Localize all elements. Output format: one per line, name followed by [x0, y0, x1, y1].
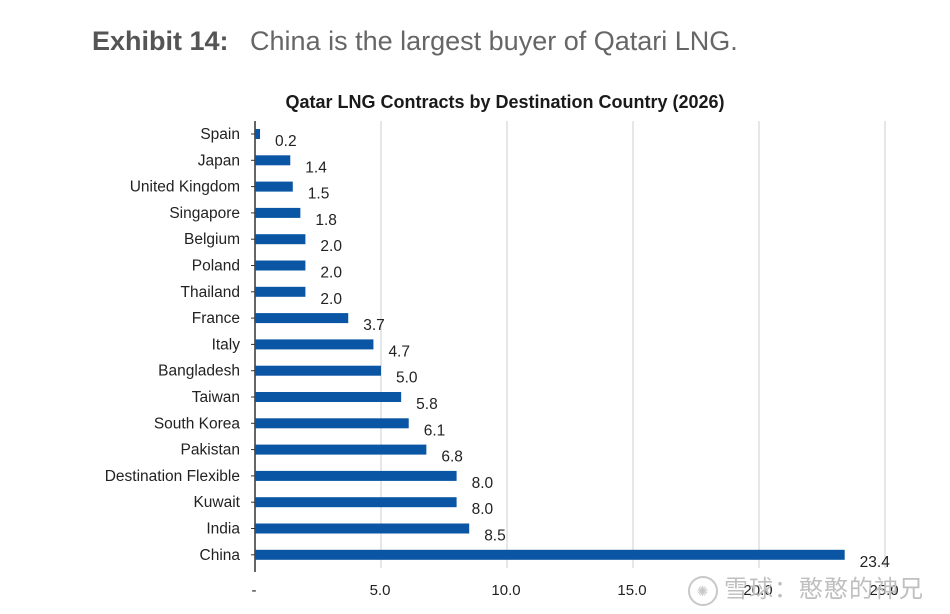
value-label: 4.7	[388, 343, 410, 360]
bar	[255, 339, 374, 350]
value-label: 3.7	[363, 317, 385, 334]
watermark: ✺ 雪球：憨憨的神兄	[688, 569, 924, 606]
category-label: Destination Flexible	[105, 468, 240, 485]
bar	[255, 286, 306, 297]
category-label: Japan	[198, 152, 240, 169]
category-label: Singapore	[169, 205, 240, 222]
category-label: Taiwan	[192, 389, 240, 406]
value-label: 6.1	[424, 422, 446, 439]
value-label: 2.0	[320, 265, 342, 282]
category-label: Thailand	[181, 284, 240, 301]
category-label: India	[206, 521, 240, 538]
value-label: 1.8	[315, 212, 337, 229]
category-label: Poland	[192, 258, 240, 275]
category-label: Spain	[200, 126, 240, 143]
x-tick-label: 15.0	[617, 582, 646, 599]
category-label: Belgium	[184, 231, 240, 248]
x-tick-label: 20.0	[743, 582, 772, 599]
bar	[255, 234, 306, 245]
exhibit-caption: China is the largest buyer of Qatari LNG…	[250, 26, 738, 56]
bar	[255, 418, 409, 429]
value-label: 8.5	[484, 528, 506, 545]
bar	[255, 313, 349, 324]
snowball-logo-icon: ✺	[688, 576, 718, 606]
x-tick-label: 10.0	[491, 582, 520, 599]
value-label: 8.0	[472, 501, 494, 518]
category-label: South Korea	[154, 415, 241, 432]
x-tick-label: 25.0	[869, 582, 898, 599]
value-label: 5.0	[396, 370, 418, 387]
exhibit-number: Exhibit 14:	[92, 26, 229, 56]
bar	[255, 497, 457, 508]
value-label: 2.0	[320, 291, 342, 308]
bar	[255, 260, 306, 271]
value-label: 23.4	[860, 554, 891, 571]
bar	[255, 470, 457, 481]
watermark-text: 雪球：憨憨的神兄	[724, 576, 924, 604]
bar	[255, 523, 470, 534]
category-label: United Kingdom	[130, 179, 240, 196]
category-label: China	[200, 547, 241, 564]
value-label: 8.0	[472, 475, 494, 492]
category-label: Kuwait	[193, 494, 240, 511]
bar	[255, 444, 427, 455]
category-label: Bangladesh	[158, 363, 240, 380]
chart-title: Qatar LNG Contracts by Destination Count…	[285, 92, 725, 112]
value-label: 2.0	[320, 238, 342, 255]
bar	[255, 365, 381, 376]
exhibit-heading: Exhibit 14: China is the largest buyer o…	[92, 26, 738, 57]
value-label: 0.2	[275, 133, 297, 150]
category-label: Pakistan	[181, 442, 240, 459]
category-label: France	[192, 310, 240, 327]
bar	[255, 155, 291, 166]
bar	[255, 129, 261, 139]
value-label: 1.4	[305, 159, 327, 176]
bar	[255, 392, 402, 402]
value-label: 6.8	[441, 449, 463, 466]
bar	[255, 181, 293, 192]
x-tick-label: 5.0	[370, 582, 391, 599]
bar	[255, 549, 845, 560]
category-label: Italy	[212, 336, 241, 353]
value-label: 5.8	[416, 396, 438, 413]
value-label: 1.5	[308, 186, 330, 203]
bar	[255, 207, 301, 218]
x-tick-label: -	[252, 582, 257, 599]
